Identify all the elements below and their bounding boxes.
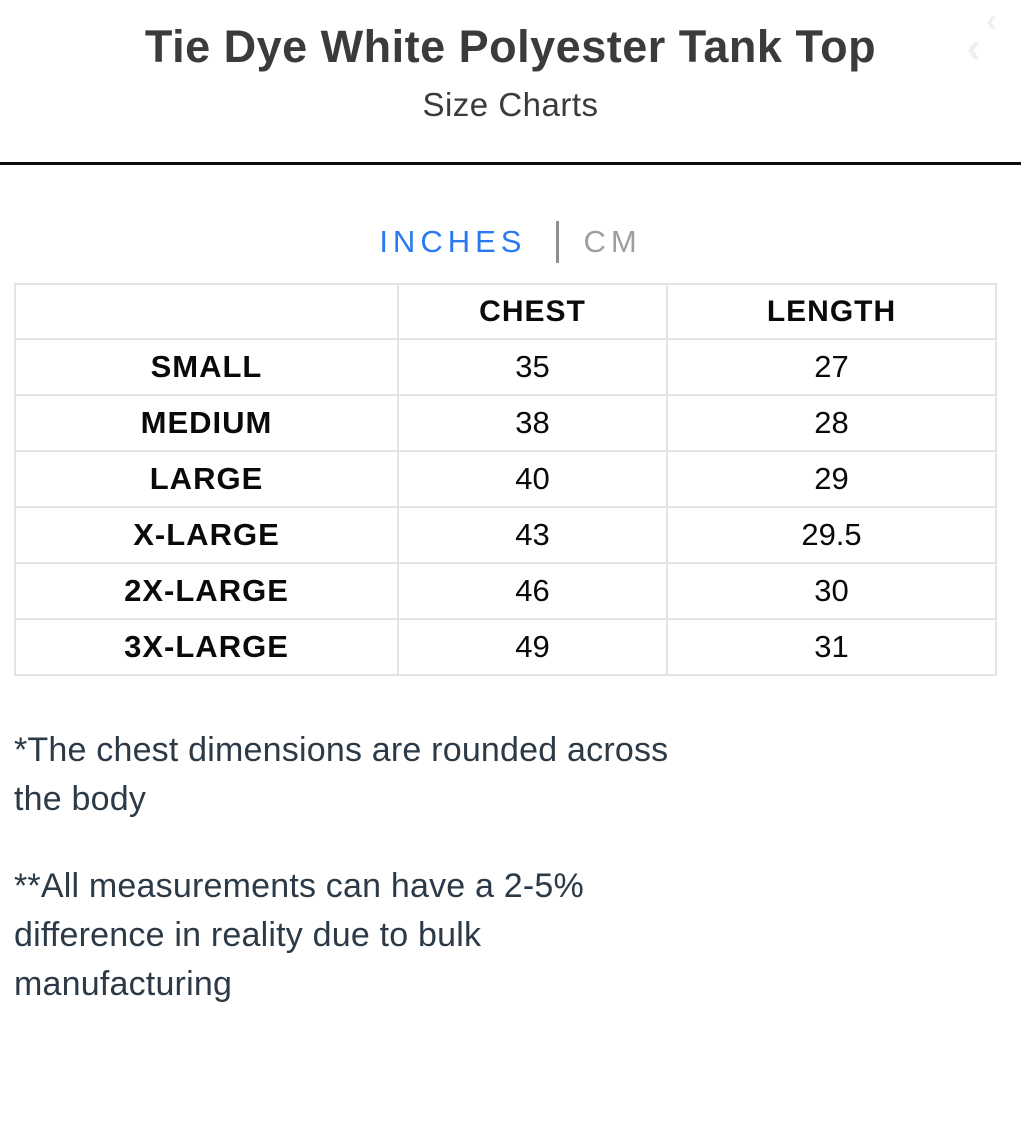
- tab-inches[interactable]: INCHES: [379, 224, 527, 260]
- header-divider: [0, 162, 1021, 166]
- size-label-cell: 2X-LARGE: [14, 562, 399, 621]
- measurement-cell: 29.5: [666, 506, 997, 565]
- table-row: SMALL 35 27: [14, 338, 997, 397]
- measurement-cell: 35: [397, 338, 668, 397]
- chest-note: *The chest dimensions are rounded across…: [14, 726, 981, 824]
- carousel-prev-icon[interactable]: ‹: [966, 23, 981, 72]
- chest-note-line: *The chest dimensions are rounded across: [14, 731, 669, 770]
- tolerance-note: **All measurements can have a 2-5% diffe…: [14, 862, 981, 1009]
- table-row: 2X-LARGE 46 30: [14, 562, 997, 621]
- table-row: MEDIUM 38 28: [14, 394, 997, 453]
- size-label-cell: X-LARGE: [14, 506, 399, 565]
- table-row: LARGE 40 29: [14, 450, 997, 509]
- measurement-cell: 29: [666, 450, 997, 509]
- table-row: 3X-LARGE 49 31: [14, 618, 997, 677]
- carousel-prev-icon[interactable]: ‹: [986, 2, 997, 38]
- size-label-cell: MEDIUM: [14, 394, 399, 453]
- size-label-cell: SMALL: [14, 338, 399, 397]
- measurement-cell: 46: [397, 562, 668, 621]
- tolerance-note-line: difference in reality due to bulk: [14, 916, 482, 955]
- measurement-cell: 40: [397, 450, 668, 509]
- measurement-cell: 49: [397, 618, 668, 677]
- measurement-cell: 30: [666, 562, 997, 621]
- chest-note-line: the body: [14, 780, 147, 819]
- table-header-row: CHEST LENGTH: [14, 283, 997, 341]
- header-cell-size: [14, 283, 399, 341]
- tab-cm[interactable]: CM: [583, 224, 642, 260]
- header-cell-chest: CHEST: [397, 283, 668, 341]
- tolerance-note-line: **All measurements can have a 2-5%: [14, 867, 584, 906]
- measurement-cell: 38: [397, 394, 668, 453]
- size-table-body: SMALL 35 27 MEDIUM 38 28 LARGE 40 29 X-LARGE 43 29.…: [14, 338, 997, 677]
- measurement-cell: 43: [397, 506, 668, 565]
- size-chart-table: CHEST LENGTH SMALL 35 27 MEDIUM 38 28 LARGE 40 2…: [14, 283, 997, 677]
- size-label-cell: LARGE: [14, 450, 399, 509]
- size-chart-header: Tie Dye White Polyester Tank Top Size Ch…: [0, 0, 1021, 124]
- tolerance-note-line: manufacturing: [14, 965, 233, 1004]
- measurement-cell: 31: [666, 618, 997, 677]
- size-label-cell: 3X-LARGE: [14, 618, 399, 677]
- page-subtitle: Size Charts: [422, 86, 599, 124]
- header-cell-length: LENGTH: [666, 283, 997, 341]
- measurement-cell: 27: [666, 338, 997, 397]
- page-title: Tie Dye White Polyester Tank Top: [144, 21, 877, 72]
- tab-separator: [556, 221, 560, 264]
- footnotes: *The chest dimensions are rounded across…: [14, 726, 981, 1009]
- table-row: X-LARGE 43 29.5: [14, 506, 997, 565]
- measurement-cell: 28: [666, 394, 997, 453]
- unit-tabs: INCHES CM: [0, 221, 1021, 264]
